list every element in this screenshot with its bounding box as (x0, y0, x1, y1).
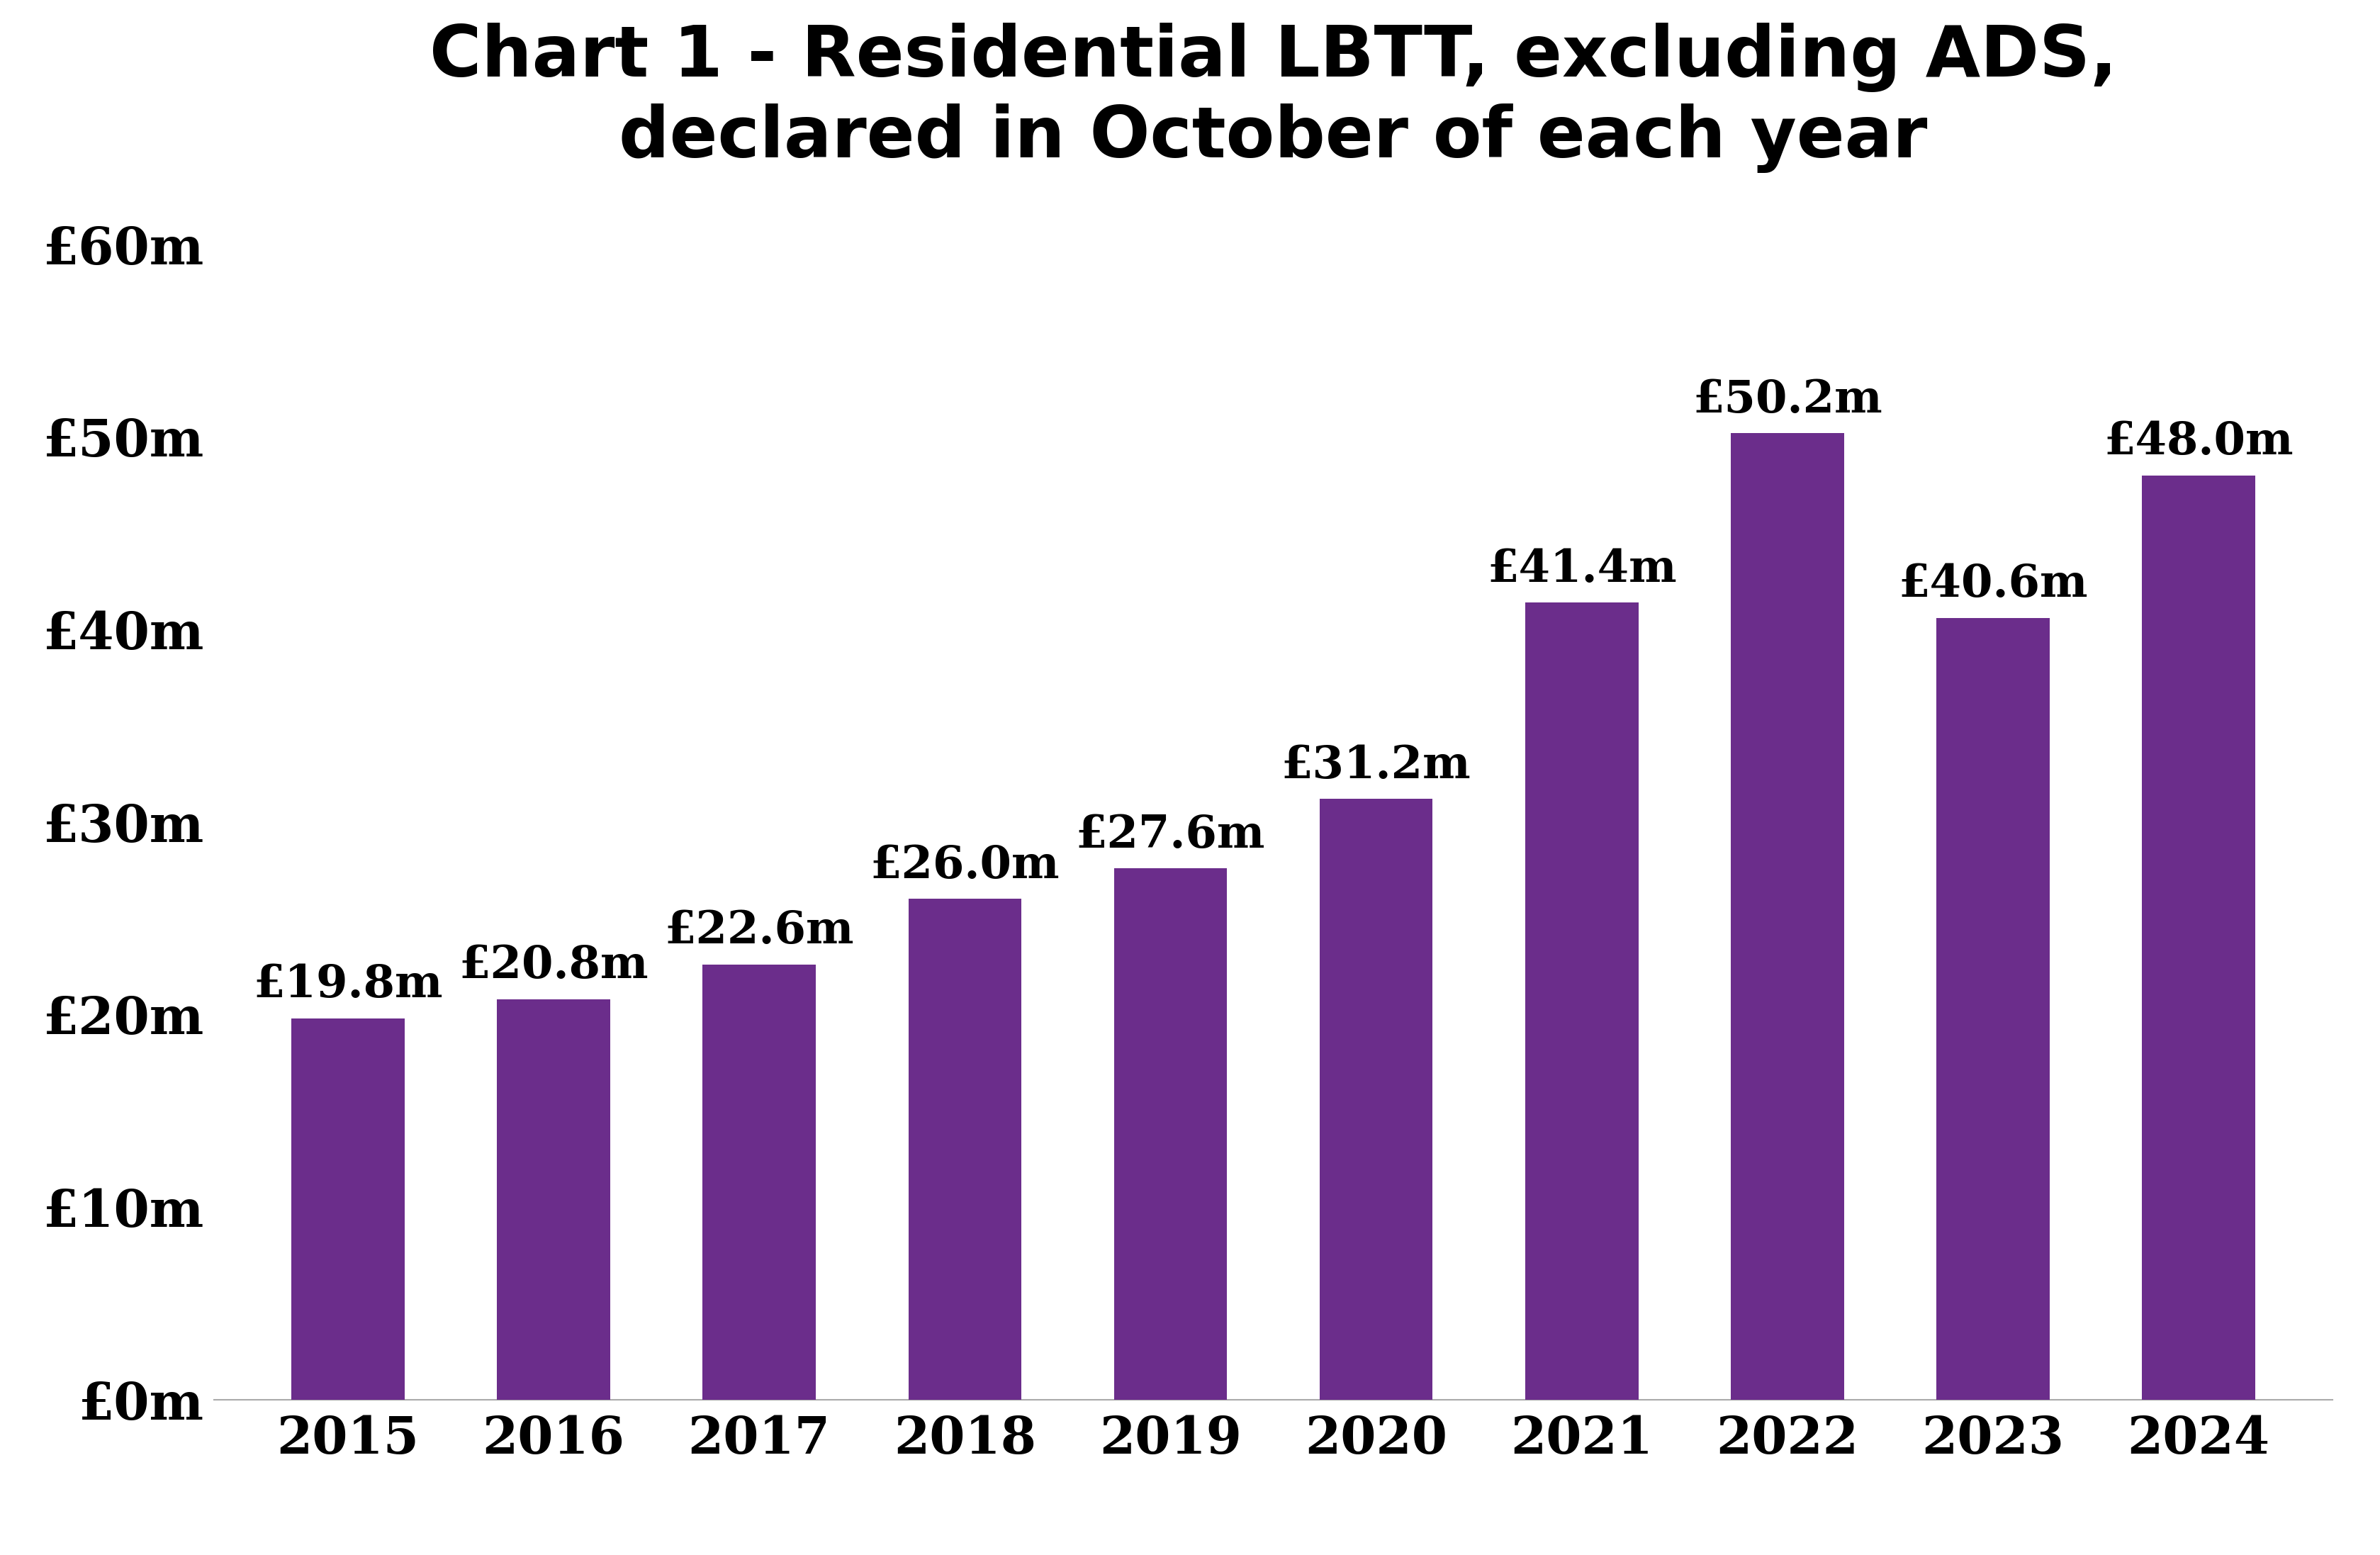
Text: £50.2m: £50.2m (1692, 378, 1883, 421)
Text: £31.2m: £31.2m (1280, 743, 1471, 787)
Bar (1730, 432, 1845, 1400)
Bar (1114, 868, 1228, 1400)
Text: £27.6m: £27.6m (1076, 813, 1266, 857)
Text: £41.4m: £41.4m (1488, 547, 1676, 591)
Text: £48.0m: £48.0m (2104, 420, 2294, 463)
Bar (1319, 799, 1433, 1400)
Text: £40.6m: £40.6m (1899, 563, 2087, 606)
Text: £19.8m: £19.8m (252, 964, 443, 1006)
Text: £20.8m: £20.8m (459, 944, 647, 987)
Bar (909, 899, 1021, 1400)
Bar (290, 1019, 405, 1400)
Bar (702, 964, 816, 1400)
Bar (1937, 617, 2049, 1400)
Text: £22.6m: £22.6m (664, 910, 854, 953)
Bar (2142, 476, 2256, 1400)
Bar (497, 998, 609, 1400)
Title: Chart 1 - Residential LBTT, excluding ADS,
declared in October of each year: Chart 1 - Residential LBTT, excluding AD… (428, 23, 2118, 173)
Text: £26.0m: £26.0m (871, 844, 1059, 888)
Bar (1526, 602, 1637, 1400)
